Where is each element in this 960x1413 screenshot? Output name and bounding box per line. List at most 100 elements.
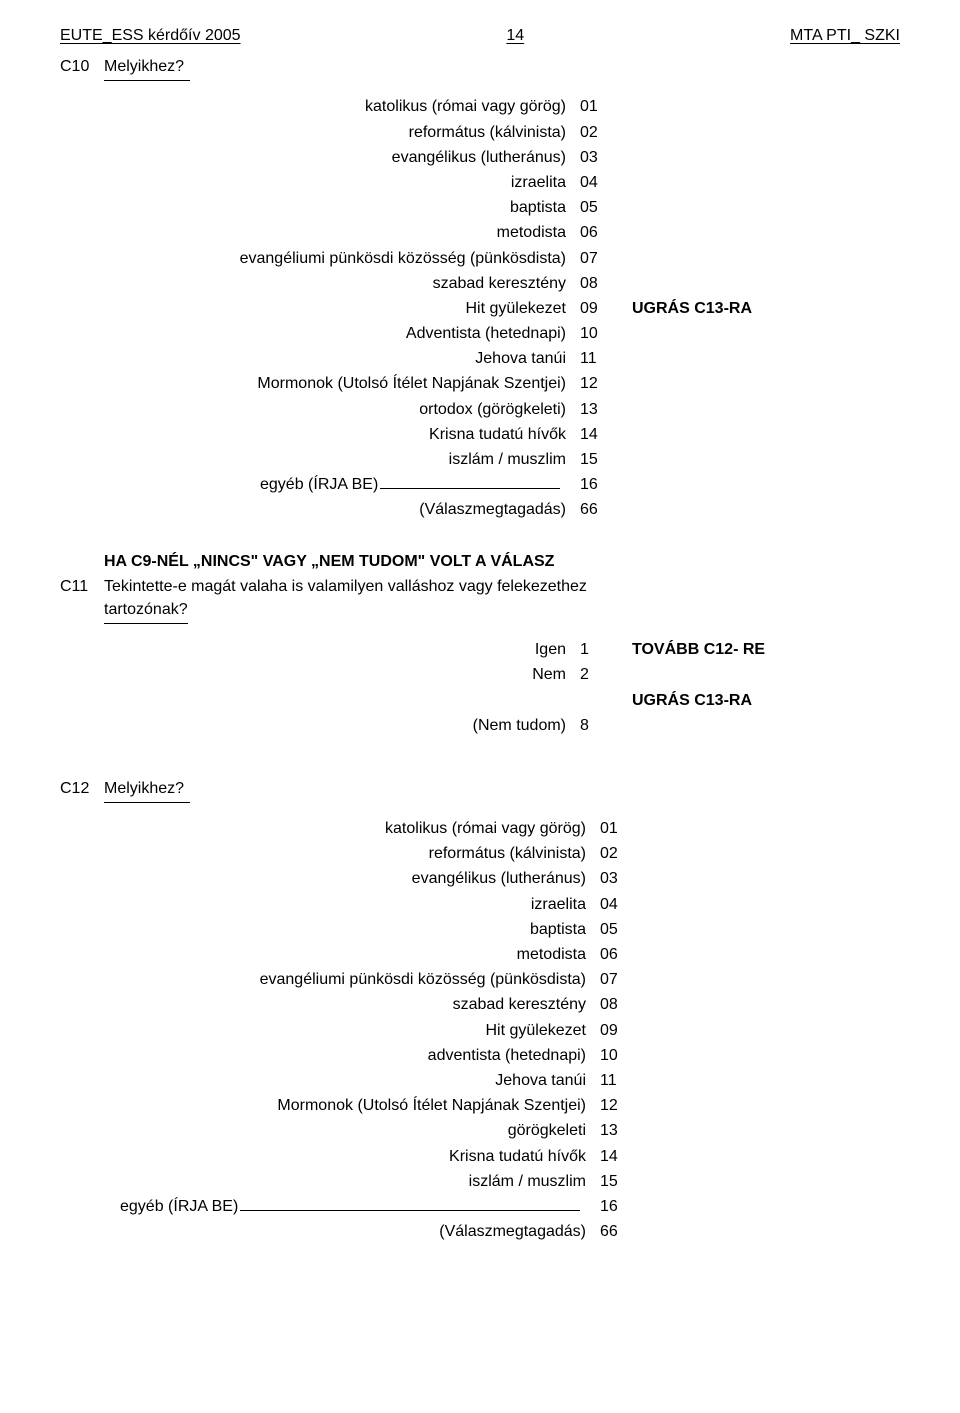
list-item: Hit gyülekezet09UGRÁS C13-RA [60,297,900,320]
c12-question: C12 Melyikhez? [60,777,900,803]
item-val: 01 [600,817,642,840]
item-val: 10 [600,1044,642,1067]
c11-line1: Tekintette-e magát valaha is valamilyen … [104,575,587,598]
list-item: (Nem tudom)8 [60,714,900,737]
item-label: szabad keresztény [60,993,600,1016]
item-label: Hit gyülekezet [60,297,580,320]
list-item-writein: egyéb (ÍRJA BE) 16 [60,1195,900,1218]
item-val: 08 [600,993,642,1016]
item-label: metodista [60,221,580,244]
item-label: izraelita [60,171,580,194]
c11-line2: tartozónak? [104,598,188,624]
list-item: baptista05 [60,918,900,941]
item-val: 09 [600,1019,642,1042]
item-val: 06 [580,221,622,244]
item-val: 14 [600,1145,642,1168]
item-label: Mormonok (Utolsó Ítélet Napjának Szentje… [60,372,580,395]
item-label: szabad keresztény [60,272,580,295]
item-val: 15 [580,448,622,471]
item-label: református (kálvinista) [60,121,580,144]
item-val: 04 [600,893,642,916]
c11-code: C11 [60,575,104,598]
list-item: Hit gyülekezet09 [60,1019,900,1042]
item-note: TOVÁBB C12- RE [622,638,765,661]
c10-code: C10 [60,55,104,78]
c10-title: Melyikhez? [104,55,190,81]
item-label: Krisna tudatú hívők [60,423,580,446]
item-label: baptista [60,918,600,941]
item-label: Hit gyülekezet [60,1019,600,1042]
item-label: Nem [60,663,580,686]
item-val: 10 [580,322,622,345]
item-label: Igen [60,638,580,661]
item-val: 2 [580,663,622,686]
c12-title: Melyikhez? [104,777,190,803]
c10-question: C10 Melyikhez? [60,55,900,81]
item-val: 13 [580,398,622,421]
item-label: metodista [60,943,600,966]
header-center: 14 [506,24,524,47]
list-item: Mormonok (Utolsó Ítélet Napjának Szentje… [60,372,900,395]
item-label: izraelita [60,893,600,916]
item-val: 16 [600,1195,642,1218]
writein-line[interactable] [380,488,560,489]
item-val: 8 [580,714,622,737]
list-item: Adventista (hetednapi)10 [60,322,900,345]
item-label: Jehova tanúi [60,347,580,370]
list-item: evangéliumi pünkösdi közösség (pünkösdis… [60,968,900,991]
list-item: adventista (hetednapi)10 [60,1044,900,1067]
item-label: katolikus (római vagy görög) [60,817,600,840]
item-val: 11 [580,347,622,370]
item-val: 06 [600,943,642,966]
item-val: 05 [580,196,622,219]
item-label: (Válaszmegtagadás) [60,1220,600,1243]
list-item: evangélikus (lutheránus)03 [60,146,900,169]
item-val: 01 [580,95,622,118]
jump-note: UGRÁS C13-RA [622,689,752,712]
item-note: UGRÁS C13-RA [622,297,752,320]
item-val: 04 [580,171,622,194]
item-label: iszlám / muszlim [60,448,580,471]
item-label: (Nem tudom) [60,714,580,737]
item-label: református (kálvinista) [60,842,600,865]
page: EUTE_ESS kérdőív 2005 14 MTA PTI_ SZKI C… [0,0,960,1285]
list-item: szabad keresztény08 [60,993,900,1016]
item-val: 14 [580,423,622,446]
list-item: izraelita04 [60,893,900,916]
item-val: 03 [600,867,642,890]
writein-line[interactable] [240,1210,580,1211]
item-val: 05 [600,918,642,941]
list-item: ortodox (görögkeleti)13 [60,398,900,421]
list-item: katolikus (római vagy görög)01 [60,95,900,118]
item-val: 66 [600,1220,642,1243]
list-item: görögkeleti13 [60,1119,900,1142]
writein-label: egyéb (ÍRJA BE) [60,1195,600,1218]
writein-label: egyéb (ÍRJA BE) [60,473,580,496]
item-label: Krisna tudatú hívők [60,1145,600,1168]
item-label: katolikus (római vagy görög) [60,95,580,118]
item-label: Mormonok (Utolsó Ítélet Napjának Szentje… [60,1094,600,1117]
c11-question: C11 Tekintette-e magát valaha is valamil… [60,575,900,598]
list-item: evangélikus (lutheránus)03 [60,867,900,890]
c10-items: katolikus (római vagy görög)01 reformátu… [60,95,900,521]
item-label: evangélikus (lutheránus) [60,146,580,169]
list-item: metodista06 [60,221,900,244]
c11-items: Igen1TOVÁBB C12- RE Nem2 UGRÁS C13-RA (N… [60,638,900,737]
item-val: 15 [600,1170,642,1193]
item-label: evangéliumi pünkösdi közösség (pünkösdis… [60,968,600,991]
item-val: 07 [580,247,622,270]
list-item-writein: egyéb (ÍRJA BE) 16 [60,473,900,496]
item-val: 02 [580,121,622,144]
writein-prefix: egyéb (ÍRJA BE) [120,1198,238,1215]
list-item: iszlám / muszlim15 [60,1170,900,1193]
c12-items: katolikus (római vagy görög)01 reformátu… [60,817,900,1243]
list-item: izraelita04 [60,171,900,194]
header-left: EUTE_ESS kérdőív 2005 [60,24,241,47]
item-val: 03 [580,146,622,169]
list-item: metodista06 [60,943,900,966]
item-val: 12 [600,1094,642,1117]
item-label: görögkeleti [60,1119,600,1142]
item-val: 16 [580,473,622,496]
item-val: 07 [600,968,642,991]
list-item: evangéliumi pünkösdi közösség (pünkösdis… [60,247,900,270]
